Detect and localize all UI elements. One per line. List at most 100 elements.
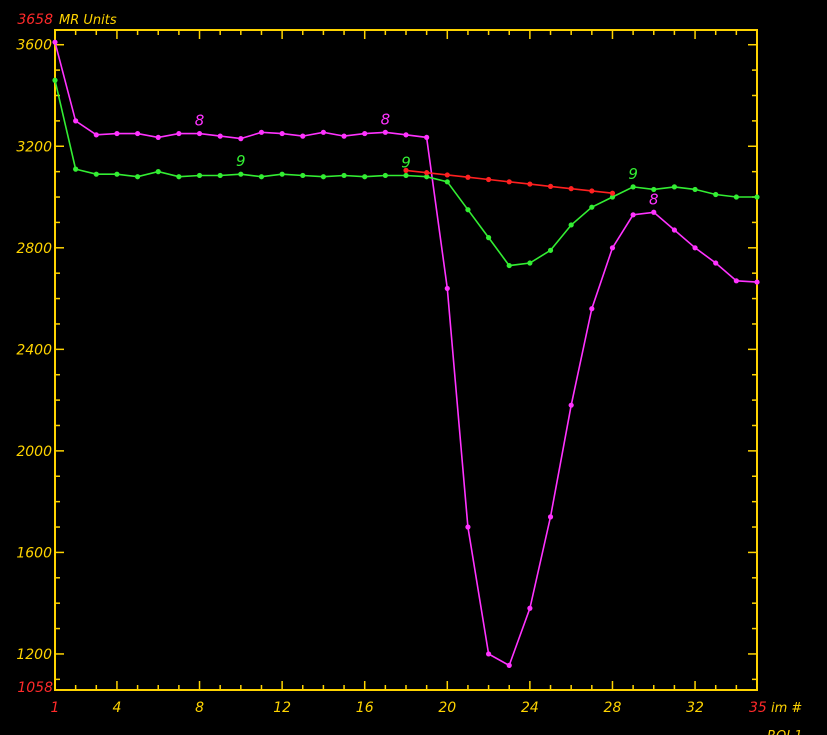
y-tick-label: 2800 (16, 241, 52, 257)
data-point-8 (589, 306, 595, 312)
x-tick-label: 12 (273, 700, 291, 716)
data-point-9 (114, 171, 120, 177)
data-point-8 (73, 118, 79, 124)
y-max-label: 3658 (17, 12, 53, 28)
data-point-9 (754, 194, 760, 200)
data-point-9 (713, 191, 719, 198)
data-point-fit (609, 190, 616, 196)
data-point-9 (506, 262, 512, 269)
data-point-8 (547, 514, 554, 520)
y-axis-title: MR Units (59, 13, 117, 28)
y-tick-label: 3600 (16, 38, 52, 54)
data-point-8 (196, 130, 203, 137)
data-point-9 (692, 186, 698, 193)
data-point-8 (403, 132, 409, 138)
x-axis-title: im # (771, 701, 802, 716)
data-point-8 (176, 130, 182, 137)
data-point-8 (300, 133, 306, 139)
series-9: 9 9 9 (52, 77, 760, 269)
series-fit (403, 167, 616, 196)
data-point-8 (713, 260, 719, 266)
data-point-8 (671, 227, 678, 233)
data-point-fit (424, 170, 430, 176)
data-point-fit (465, 174, 471, 180)
x-tick-label: 4 (112, 700, 121, 716)
data-point-8 (609, 245, 616, 251)
data-point-9 (424, 174, 430, 180)
data-point-8 (754, 279, 760, 285)
data-point-fit (403, 167, 409, 173)
data-point-8 (114, 130, 120, 137)
data-point-9 (382, 172, 388, 179)
x-tick-label: 16 (356, 700, 374, 716)
series-tag-8: 8 (195, 112, 205, 130)
series-tag-8: 8 (381, 110, 391, 128)
x-tick-label: 8 (195, 700, 204, 716)
data-point-9 (527, 260, 533, 266)
data-point-9 (341, 172, 347, 179)
data-point-8 (258, 129, 265, 135)
data-point-9 (320, 174, 327, 180)
data-point-9 (176, 174, 182, 180)
data-point-8 (217, 133, 223, 139)
data-point-9 (362, 174, 368, 180)
data-point-9 (196, 172, 203, 179)
roi-footer-label: ROI 1 (767, 729, 803, 735)
data-point-8 (238, 136, 244, 142)
data-point-9 (651, 186, 657, 193)
x-min-label: 1 (51, 700, 60, 716)
data-point-8 (362, 130, 368, 137)
data-point-8 (93, 132, 99, 138)
y-tick-label: 2000 (16, 444, 52, 460)
data-point-8 (527, 605, 533, 611)
x-max-label: 35 (749, 700, 767, 716)
data-point-9 (733, 194, 739, 200)
plot-frame (54, 29, 758, 691)
data-point-9 (671, 184, 678, 190)
data-point-9 (279, 171, 285, 177)
data-point-8 (630, 212, 636, 218)
data-point-fit (506, 179, 512, 185)
data-point-9 (485, 235, 492, 241)
x-tick-label: 20 (438, 700, 456, 716)
x-tick-label: 24 (521, 700, 539, 716)
data-point-9 (134, 174, 141, 180)
data-point-9 (403, 172, 409, 179)
series-tag-8: 8 (649, 190, 659, 208)
data-point-9 (238, 171, 244, 177)
series-8: 8 8 8 (52, 39, 760, 668)
data-point-8 (485, 651, 492, 657)
data-point-9 (630, 184, 636, 190)
data-point-8 (506, 662, 512, 668)
data-point-8 (341, 133, 347, 139)
x-tick-label: 32 (686, 700, 704, 716)
data-point-8 (382, 129, 388, 135)
data-point-8 (424, 134, 430, 140)
data-point-fit (589, 188, 595, 194)
data-point-8 (651, 209, 657, 215)
data-point-9 (300, 172, 306, 179)
y-tick-label: 2400 (16, 342, 52, 358)
y-tick-label: 3200 (16, 139, 52, 155)
data-point-9 (217, 172, 223, 179)
data-point-9 (155, 169, 161, 175)
data-point-fit (547, 183, 554, 189)
data-point-9 (609, 194, 616, 200)
data-point-8 (444, 285, 450, 292)
data-point-8 (465, 524, 471, 530)
series-tag-9: 9 (401, 153, 411, 171)
data-point-9 (258, 174, 265, 180)
data-point-9 (73, 166, 79, 172)
data-point-fit (568, 186, 574, 192)
data-point-8 (733, 278, 739, 284)
data-point-9 (568, 222, 574, 228)
y-tick-label: 1200 (16, 647, 52, 663)
data-point-8 (568, 402, 574, 408)
data-point-fit (485, 176, 492, 183)
y-tick-label: 1600 (16, 545, 52, 561)
data-point-9 (93, 171, 99, 177)
data-point-9 (589, 204, 595, 210)
data-point-fit (444, 172, 450, 178)
data-point-8 (692, 245, 698, 251)
